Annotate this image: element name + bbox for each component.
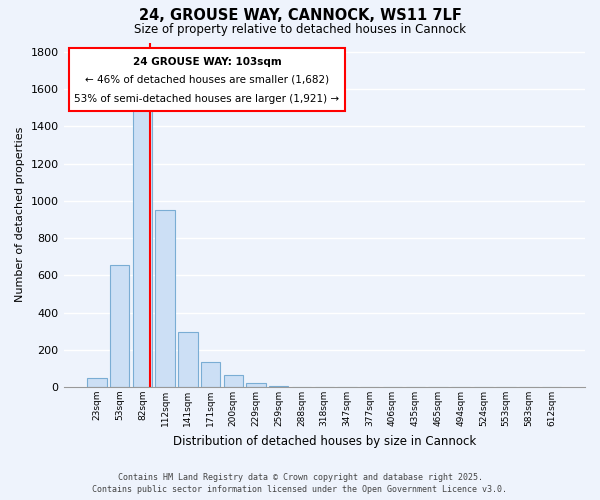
Text: ← 46% of detached houses are smaller (1,682): ← 46% of detached houses are smaller (1,… [85,74,329,85]
Text: 24 GROUSE WAY: 103sqm: 24 GROUSE WAY: 103sqm [133,56,281,66]
Bar [155,210,175,387]
Text: 53% of semi-detached houses are larger (1,921) →: 53% of semi-detached houses are larger (… [74,94,340,104]
Y-axis label: Number of detached properties: Number of detached properties [15,127,25,302]
Bar [247,384,266,387]
FancyBboxPatch shape [69,48,345,112]
Bar [269,386,289,387]
Text: 24, GROUSE WAY, CANNOCK, WS11 7LF: 24, GROUSE WAY, CANNOCK, WS11 7LF [139,8,461,22]
X-axis label: Distribution of detached houses by size in Cannock: Distribution of detached houses by size … [173,434,476,448]
Bar [201,362,220,387]
Bar [133,110,152,387]
Text: Size of property relative to detached houses in Cannock: Size of property relative to detached ho… [134,22,466,36]
Bar [224,375,243,387]
Bar [87,378,107,387]
Bar [178,332,197,387]
Text: Contains HM Land Registry data © Crown copyright and database right 2025.
Contai: Contains HM Land Registry data © Crown c… [92,472,508,494]
Bar [110,265,130,387]
